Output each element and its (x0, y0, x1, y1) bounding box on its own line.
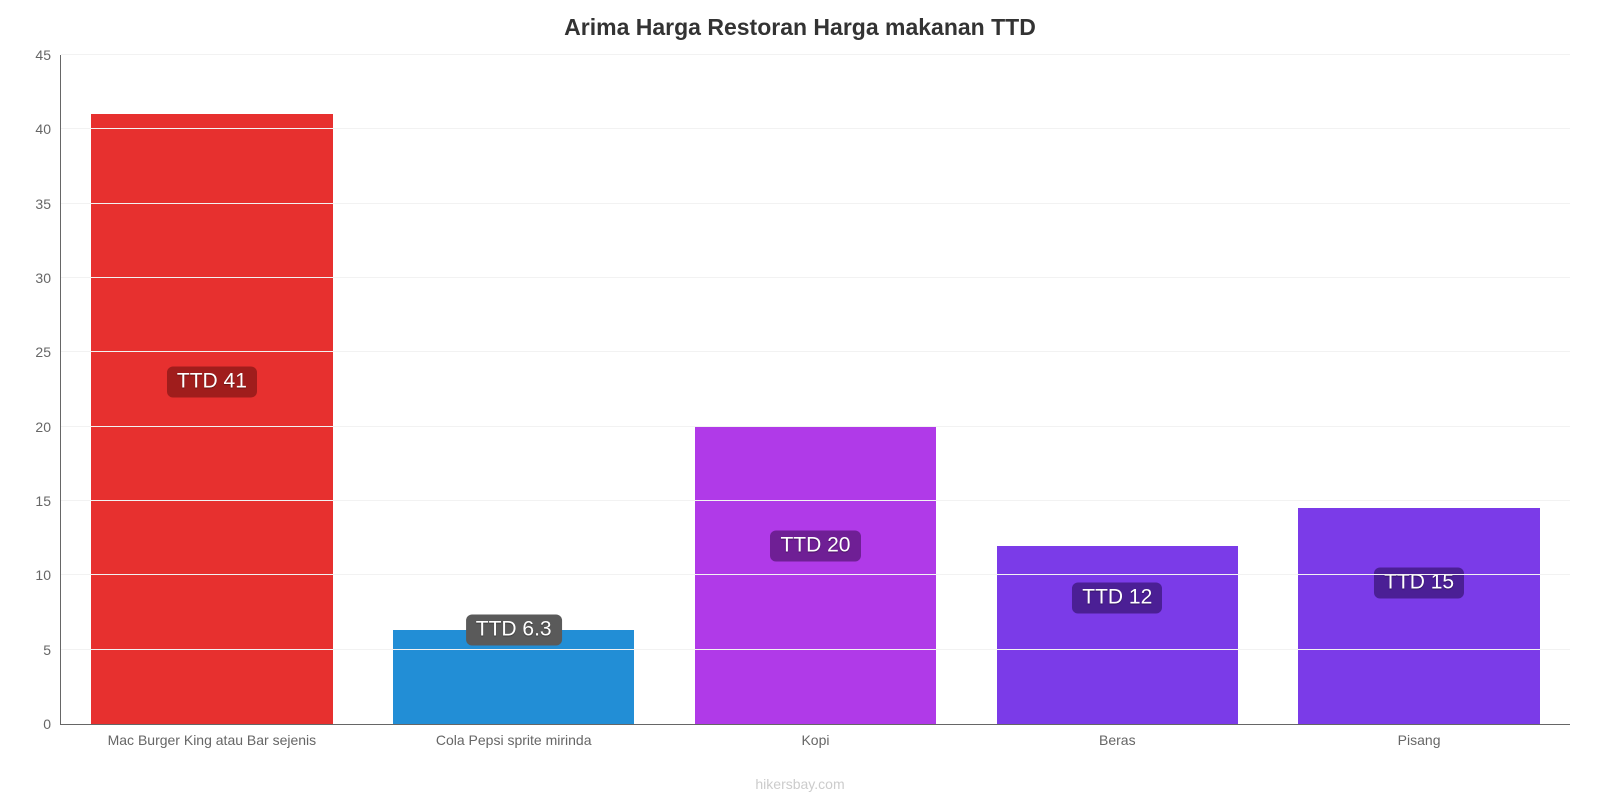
ytick-label: 40 (35, 121, 61, 137)
ygrid-line (61, 500, 1570, 501)
ygrid-line (61, 128, 1570, 129)
chart-container: Arima Harga Restoran Harga makanan TTD T… (0, 0, 1600, 800)
value-badge: TTD 41 (167, 367, 257, 398)
bar (1298, 508, 1539, 724)
bars-group: TTD 41Mac Burger King atau Bar sejenisTT… (61, 55, 1570, 724)
bar-cell: TTD 6.3Cola Pepsi sprite mirinda (363, 55, 665, 724)
ygrid-line (61, 426, 1570, 427)
ytick-label: 25 (35, 344, 61, 360)
ytick-label: 45 (35, 47, 61, 63)
xtick-label: Cola Pepsi sprite mirinda (436, 724, 592, 748)
value-badge: TTD 15 (1374, 567, 1464, 598)
plot-area: TTD 41Mac Burger King atau Bar sejenisTT… (60, 55, 1570, 725)
ytick-label: 20 (35, 419, 61, 435)
ygrid-line (61, 574, 1570, 575)
chart-title: Arima Harga Restoran Harga makanan TTD (0, 14, 1600, 41)
bar-cell: TTD 15Pisang (1268, 55, 1570, 724)
bar-cell: TTD 41Mac Burger King atau Bar sejenis (61, 55, 363, 724)
ytick-label: 0 (43, 716, 61, 732)
bar (997, 546, 1238, 724)
xtick-label: Beras (1099, 724, 1136, 748)
ygrid-line (61, 277, 1570, 278)
ygrid-line (61, 351, 1570, 352)
ytick-label: 5 (43, 642, 61, 658)
bar-cell: TTD 20Kopi (665, 55, 967, 724)
ytick-label: 30 (35, 270, 61, 286)
ygrid-line (61, 54, 1570, 55)
bar (91, 114, 332, 724)
bar-cell: TTD 12Beras (966, 55, 1268, 724)
ytick-label: 10 (35, 567, 61, 583)
ygrid-line (61, 203, 1570, 204)
ytick-label: 15 (35, 493, 61, 509)
value-badge: TTD 6.3 (466, 615, 562, 646)
ytick-label: 35 (35, 196, 61, 212)
xtick-label: Mac Burger King atau Bar sejenis (108, 724, 317, 748)
watermark: hikersbay.com (755, 776, 844, 792)
ygrid-line (61, 649, 1570, 650)
xtick-label: Pisang (1398, 724, 1441, 748)
value-badge: TTD 12 (1072, 582, 1162, 613)
value-badge: TTD 20 (770, 530, 860, 561)
xtick-label: Kopi (801, 724, 829, 748)
ygrid-line (61, 723, 1570, 724)
